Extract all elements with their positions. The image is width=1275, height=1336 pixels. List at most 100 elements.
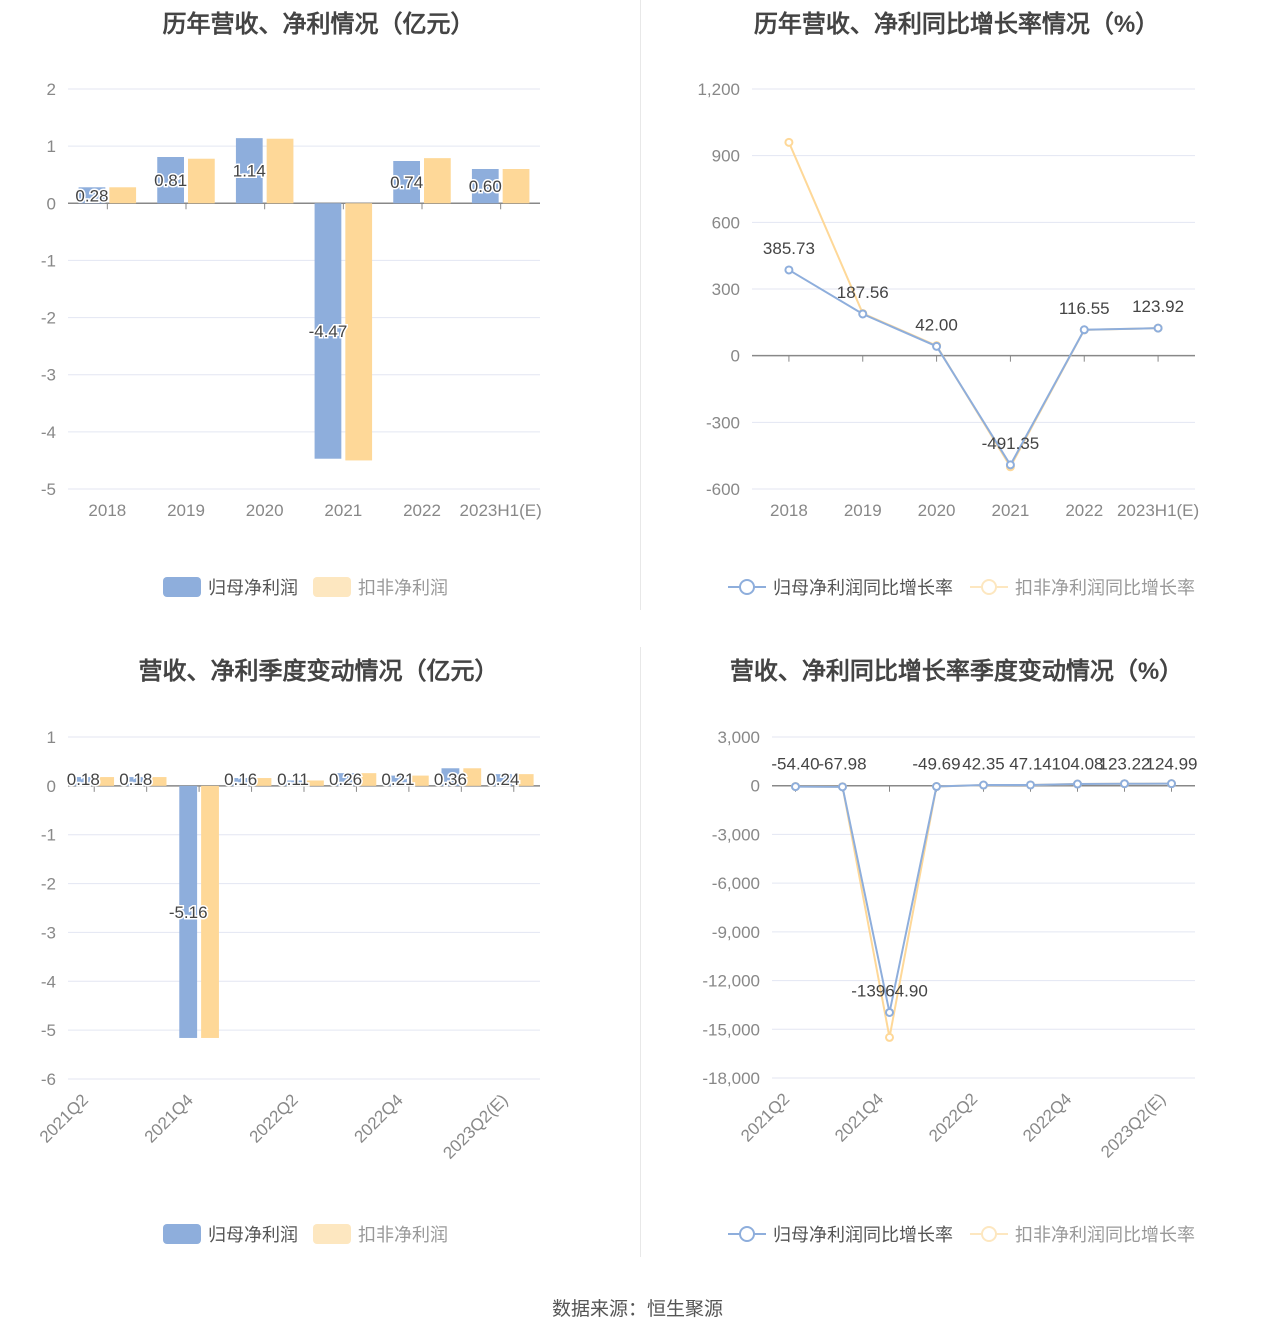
chart-annual-profit: 历年营收、净利情况（亿元） 2 1 0 -1 -2 -3 -4 -5 2018 2019 2020 20… <box>0 0 637 645</box>
x-tick-label: 2023Q2(E) <box>1097 1089 1169 1161</box>
legend-label: 扣非净利润同比增长率 <box>1015 1225 1195 1245</box>
bar-parent-2021Q3 <box>126 777 145 786</box>
point-2018 <box>784 265 794 275</box>
data-label: 0.18 <box>67 770 100 789</box>
divider <box>640 647 641 1257</box>
x-tick-label: 2021Q2 <box>737 1089 793 1145</box>
legend-label: 归母净利润同比增长率 <box>773 1225 953 1245</box>
y-tick-label: -2 <box>41 309 56 328</box>
data-label: 116.55 <box>1059 299 1110 318</box>
bar-deducted-2023H1(E) <box>502 169 530 204</box>
point-2021Q2 <box>791 782 800 792</box>
y-tick-label: 900 <box>712 147 740 166</box>
chart-title: 历年营收、净利情况（亿元） <box>162 11 475 38</box>
bar-deducted-2019 <box>188 158 215 204</box>
bar-deducted-2022 <box>424 158 451 204</box>
x-tick-label: 2021 <box>324 501 362 520</box>
data-label: -49.69 <box>912 755 960 774</box>
y-tick-label: -9,000 <box>712 923 760 942</box>
point-2022Q4 <box>1073 779 1082 789</box>
y-tick-label: -4 <box>41 972 56 991</box>
bar-deducted-2021Q4 <box>201 785 219 1038</box>
y-tick-label: 3,000 <box>717 728 760 747</box>
bar-deducted-2022Q4 <box>410 775 429 786</box>
data-label: -5.16 <box>169 903 208 922</box>
x-tick-label: 2022Q4 <box>351 1090 407 1146</box>
legend-marker <box>739 579 755 595</box>
point-2018 <box>784 137 794 147</box>
bar-deducted-2020 <box>266 138 294 204</box>
data-label: -491.35 <box>982 434 1040 453</box>
y-tick-label: 0 <box>751 777 760 796</box>
data-source: 数据来源：恒生聚源 <box>551 1299 723 1320</box>
y-tick-label: -1 <box>41 251 56 270</box>
point-2023H1(E) <box>1153 323 1163 333</box>
y-tick-label: 600 <box>712 213 740 232</box>
data-label: 1.14 <box>233 162 266 181</box>
legend-marker <box>981 579 997 595</box>
y-tick-label: -1 <box>41 826 56 845</box>
data-label: 104.08 <box>1052 755 1104 774</box>
point-2022 <box>1079 325 1089 335</box>
x-tick-label: 2022 <box>1065 501 1103 520</box>
data-label: 0.11 <box>277 770 309 789</box>
bar-deducted-2022Q2 <box>306 780 324 786</box>
bar-parent-2021 <box>314 203 342 459</box>
y-tick-label: -12,000 <box>702 972 760 991</box>
x-tick-label: 2018 <box>88 501 126 520</box>
legend-swatch <box>313 1224 351 1244</box>
chart-title: 营收、净利季度变动情况（亿元） <box>138 658 499 685</box>
legend-label: 归母净利润 <box>208 1225 298 1245</box>
point-2023Q2(E) <box>1167 779 1176 789</box>
bar-parent-2018 <box>78 187 106 204</box>
y-tick-label: 0 <box>47 777 56 796</box>
legend-swatch <box>313 577 351 597</box>
y-tick-label: 0 <box>47 194 56 213</box>
bar-parent-2021Q4 <box>179 785 198 1038</box>
x-tick-label: 2021Q2 <box>36 1090 92 1146</box>
bar-parent-2021Q2 <box>74 777 93 786</box>
data-label: 385.73 <box>763 239 815 258</box>
y-tick-label: 1,200 <box>697 80 740 99</box>
data-label: -67.98 <box>818 755 866 774</box>
x-tick-label: 2023H1(E) <box>460 501 542 520</box>
x-tick-label: 2022 <box>403 501 441 520</box>
y-tick-label: -3 <box>41 923 56 942</box>
data-label: -54.40 <box>771 755 819 774</box>
y-tick-label: -15,000 <box>702 1020 760 1039</box>
data-label: 0.24 <box>486 770 519 789</box>
data-label: 0.18 <box>119 770 152 789</box>
legend-label: 扣非净利润 <box>358 1225 448 1245</box>
chart-annual-growth: 历年营收、净利同比增长率情况（%） 1,200 900 600 300 0 -300 -600… <box>638 0 1275 645</box>
y-tick-label: -5 <box>41 1021 56 1040</box>
chart-svg: 2 1 0 -1 -2 -3 -4 -5 2018 2019 2020 2021 2022 2023H1(… <box>41 80 542 598</box>
y-tick-label: -3 <box>41 366 56 385</box>
point-2021Q3 <box>838 782 847 792</box>
y-tick-label: -6,000 <box>712 874 760 893</box>
data-label: 47.14 <box>1009 755 1052 774</box>
point-2022Q1 <box>932 782 941 792</box>
bar-parent-2023Q1 <box>441 768 460 786</box>
bar-deducted-2018 <box>109 187 137 204</box>
data-label: 0.81 <box>154 171 187 190</box>
x-tick-label: 2022Q2 <box>246 1090 302 1146</box>
data-label: 0.16 <box>224 770 257 789</box>
y-tick-label: -4 <box>41 423 56 442</box>
legend-label: 扣非净利润 <box>358 578 448 598</box>
chart-quarterly-profit: 营收、净利季度变动情况（亿元） 1 0 -1 -2 -3 -4 -5 -6 2021Q2 2021Q… <box>0 647 637 1292</box>
point-2021 <box>1005 460 1015 470</box>
line-parent <box>788 269 1159 467</box>
bar-parent-2019 <box>157 157 184 204</box>
bar-parent-2020 <box>235 138 263 204</box>
x-tick-label: 2018 <box>770 501 808 520</box>
data-label: 123.92 <box>1132 297 1184 316</box>
data-label: 0.28 <box>75 186 108 205</box>
bar-deducted-2022Q1 <box>253 778 272 786</box>
y-tick-label: 1 <box>47 137 56 156</box>
point-2023Q1 <box>1120 779 1129 789</box>
legend-swatch <box>163 1224 201 1244</box>
point-2021Q4 <box>885 1007 894 1017</box>
bar-deducted-2023Q2(E) <box>515 774 534 786</box>
point-2020 <box>932 341 942 351</box>
